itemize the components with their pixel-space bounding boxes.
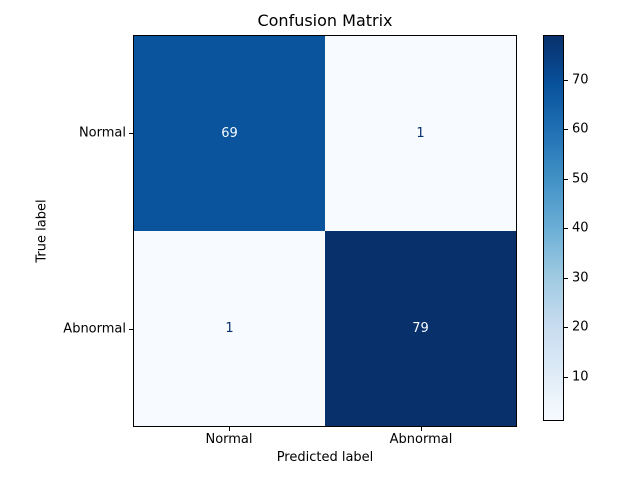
colorbar-tick-label: 20 [572,319,589,335]
colorbar-tick-label: 70 [572,72,589,88]
y-axis-label: True label [34,199,50,263]
colorbar-tick-mark [564,327,568,328]
colorbar-tick-label: 30 [572,270,589,286]
heatmap-cell-true-abnormal-pred-normal: 1 [134,231,325,426]
x-axis-label: Predicted label [276,450,374,465]
x-tick-label-abnormal: Abnormal [389,432,453,447]
colorbar-tick-mark [564,228,568,229]
x-tick-mark [229,427,230,431]
colorbar-tick-mark [564,278,568,279]
y-tick-label-normal: Normal [78,125,126,141]
y-tick-label-abnormal: Abnormal [63,321,126,337]
y-tick-mark [129,133,133,134]
heatmap-cell-true-normal-pred-abnormal: 1 [325,36,516,231]
colorbar-tick-mark [564,179,568,180]
y-tick-mark [129,329,133,330]
heatmap-axes: 69 1 1 79 [133,35,517,427]
colorbar-tick-mark [564,377,568,378]
x-tick-label-normal: Normal [205,432,253,447]
heatmap-cell-true-abnormal-pred-abnormal: 79 [325,231,516,426]
colorbar-tick-mark [564,80,568,81]
colorbar-tick-label: 60 [572,121,589,137]
colorbar-tick-mark [564,129,568,130]
x-tick-mark [421,427,422,431]
colorbar-tick-label: 40 [572,220,589,236]
chart-title: Confusion Matrix [257,11,393,30]
colorbar-tick-label: 10 [572,369,589,385]
colorbar [543,35,564,421]
heatmap-cell-true-normal-pred-normal: 69 [134,36,325,231]
colorbar-tick-label: 50 [572,171,589,187]
